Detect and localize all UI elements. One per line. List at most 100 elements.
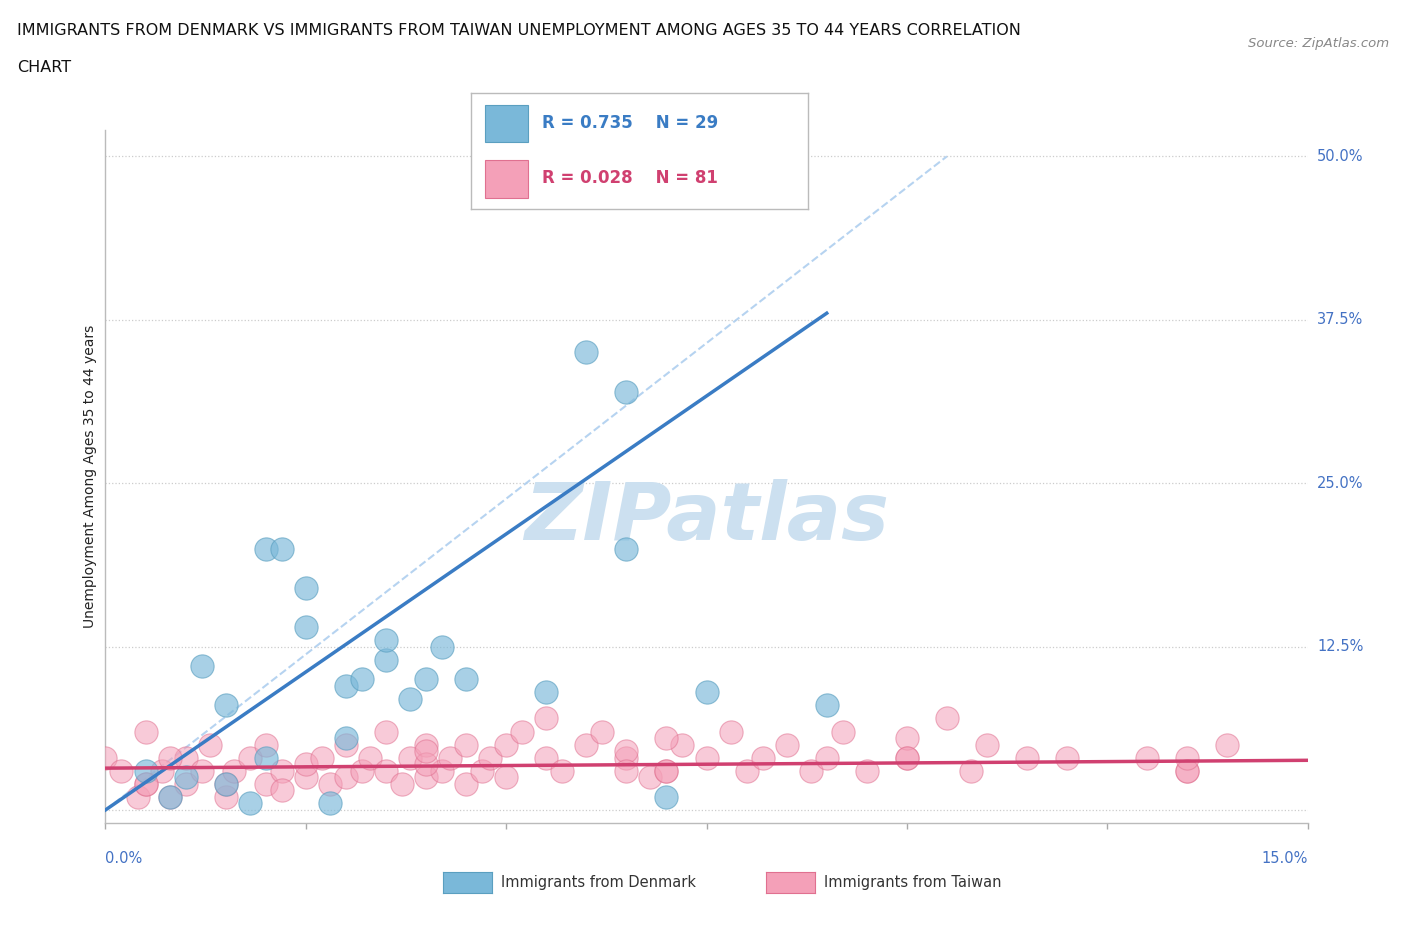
Point [295, 619, 318, 634]
Point [591, 724, 613, 739]
Point [127, 790, 149, 804]
Point [696, 751, 718, 765]
Point [190, 658, 212, 673]
Point [214, 790, 236, 804]
Text: 25.0%: 25.0% [1317, 475, 1364, 491]
Point [936, 711, 959, 726]
Point [135, 777, 157, 791]
Point [655, 790, 678, 804]
Point [575, 737, 598, 752]
Point [534, 711, 557, 726]
Point [174, 777, 197, 791]
Point [270, 541, 292, 556]
Point [295, 580, 318, 595]
Point [319, 777, 342, 791]
Point [239, 751, 262, 765]
Point [1017, 751, 1039, 765]
Text: 37.5%: 37.5% [1317, 312, 1364, 327]
Point [399, 751, 422, 765]
Point [1177, 764, 1199, 778]
Point [335, 737, 357, 752]
Point [896, 751, 918, 765]
Point [374, 764, 398, 778]
Point [135, 777, 157, 791]
Point [415, 737, 437, 752]
Point [776, 737, 799, 752]
Point [319, 796, 342, 811]
Point [190, 764, 212, 778]
Point [335, 731, 357, 746]
Point [815, 698, 838, 712]
Text: IMMIGRANTS FROM DENMARK VS IMMIGRANTS FROM TAIWAN UNEMPLOYMENT AMONG AGES 35 TO : IMMIGRANTS FROM DENMARK VS IMMIGRANTS FR… [17, 23, 1021, 38]
Point [374, 652, 398, 667]
Point [295, 757, 318, 772]
Point [751, 751, 773, 765]
Bar [485, 160, 529, 198]
Point [430, 764, 453, 778]
Point [735, 764, 758, 778]
Point [454, 777, 477, 791]
Point [311, 751, 333, 765]
Point [214, 777, 236, 791]
Text: R = 0.028    N = 81: R = 0.028 N = 81 [541, 169, 717, 188]
Point [335, 770, 357, 785]
Point [575, 345, 598, 360]
Point [479, 751, 502, 765]
Point [335, 678, 357, 693]
Y-axis label: Unemployment Among Ages 35 to 44 years: Unemployment Among Ages 35 to 44 years [83, 325, 97, 629]
Point [150, 764, 173, 778]
Point [896, 731, 918, 746]
Point [655, 764, 678, 778]
Point [1177, 751, 1199, 765]
Text: Source: ZipAtlas.com: Source: ZipAtlas.com [1249, 37, 1389, 50]
Point [159, 790, 181, 804]
Point [270, 764, 292, 778]
Point [1056, 751, 1078, 765]
Text: 50.0%: 50.0% [1317, 149, 1364, 164]
Point [815, 751, 838, 765]
Point [616, 764, 638, 778]
Point [415, 757, 437, 772]
Point [254, 777, 277, 791]
Point [110, 764, 132, 778]
Text: 15.0%: 15.0% [1261, 851, 1308, 866]
Point [616, 541, 638, 556]
Point [94, 751, 117, 765]
Point [534, 684, 557, 699]
Point [696, 684, 718, 699]
Point [616, 744, 638, 759]
Point [471, 764, 494, 778]
Point [720, 724, 742, 739]
Point [640, 770, 662, 785]
Text: CHART: CHART [17, 60, 70, 75]
Point [374, 632, 398, 647]
Point [855, 764, 877, 778]
Point [270, 783, 292, 798]
Point [415, 671, 437, 686]
Point [239, 796, 262, 811]
Point [254, 751, 277, 765]
Point [831, 724, 853, 739]
Point [671, 737, 693, 752]
Point [616, 751, 638, 765]
Point [214, 698, 236, 712]
Point [1177, 764, 1199, 778]
Point [616, 384, 638, 399]
Text: 12.5%: 12.5% [1317, 639, 1364, 654]
Point [135, 764, 157, 778]
Point [174, 770, 197, 785]
Point [430, 639, 453, 654]
Text: ZIPatlas: ZIPatlas [524, 479, 889, 557]
Point [135, 724, 157, 739]
Text: Immigrants from Denmark: Immigrants from Denmark [501, 875, 696, 890]
Point [350, 764, 373, 778]
Point [510, 724, 533, 739]
Point [391, 777, 413, 791]
Point [976, 737, 998, 752]
Point [198, 737, 221, 752]
Point [415, 770, 437, 785]
Point [399, 691, 422, 706]
Point [1216, 737, 1239, 752]
Point [960, 764, 983, 778]
Point [495, 737, 517, 752]
